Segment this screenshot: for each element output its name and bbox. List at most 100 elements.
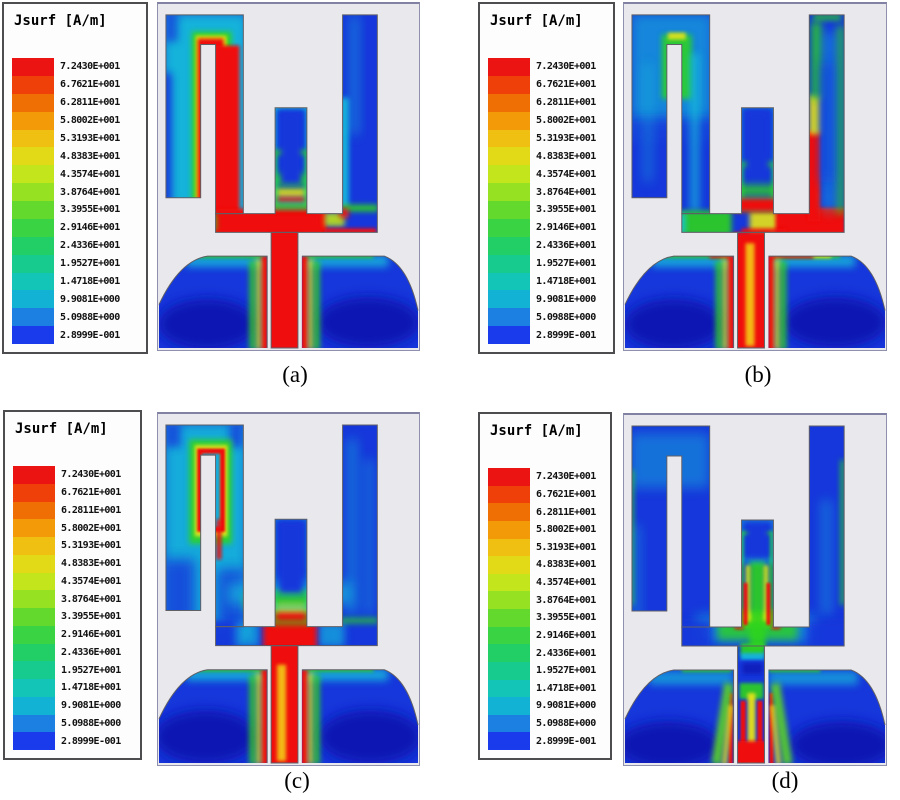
scale-value: 5.8002E+001 <box>536 115 596 127</box>
color-swatch <box>488 591 530 609</box>
scale-value: 3.3955E+001 <box>61 611 121 623</box>
subfigure-caption: (a) <box>282 362 308 387</box>
scale-value: 5.3193E+001 <box>60 132 120 144</box>
scale-value: 6.2811E+001 <box>536 506 596 518</box>
legend-row: 2.8999E-001 <box>488 326 609 344</box>
color-swatch <box>488 697 530 715</box>
legend-row: 6.7621E+001 <box>13 483 136 502</box>
color-swatch <box>488 201 530 219</box>
scale-value: 2.4336E+001 <box>536 647 596 659</box>
scale-value: 4.3574E+001 <box>536 577 596 589</box>
field-plot <box>623 413 887 766</box>
legend-row: 2.9146E+001 <box>13 625 136 644</box>
scale-value: 3.3955E+001 <box>60 204 120 216</box>
color-swatch <box>488 272 530 291</box>
scale-value: 2.8999E-001 <box>536 735 596 747</box>
legend-row: 3.3955E+001 <box>488 201 609 219</box>
color-swatch <box>488 644 530 662</box>
legend-row: 4.3574E+001 <box>488 573 606 592</box>
color-swatch <box>12 129 54 148</box>
color-swatch <box>13 643 55 662</box>
scale-value: 6.2811E+001 <box>61 504 121 516</box>
color-swatch <box>488 183 530 201</box>
legend-title: Jsurf [A/m] <box>14 13 107 29</box>
legend-row: 1.9527E+001 <box>12 254 142 273</box>
scale-value: 2.4336E+001 <box>536 240 596 252</box>
legend-scale: 7.2430E+001 6.7621E+001 6.2811E+001 5.80… <box>488 58 609 344</box>
color-swatch <box>13 519 55 537</box>
plot-outline <box>624 425 886 764</box>
legend-row: 5.0988E+000 <box>13 714 136 733</box>
color-swatch <box>488 326 530 344</box>
scale-value: 6.7621E+001 <box>60 79 120 91</box>
color-swatch <box>488 93 530 112</box>
scale-value: 4.3574E+001 <box>60 168 120 180</box>
current-density-map-b <box>624 14 886 349</box>
scale-value: 6.2811E+001 <box>536 97 596 109</box>
legend-row: 1.4718E+001 <box>488 272 609 291</box>
color-swatch <box>488 661 530 680</box>
legend-row: 5.0988E+000 <box>488 308 609 327</box>
legend-row: 6.7621E+001 <box>488 75 609 94</box>
scale-value: 2.9146E+001 <box>60 222 120 234</box>
color-swatch <box>12 147 54 166</box>
legend-row: 4.8383E+001 <box>488 556 606 574</box>
scale-value: 6.7621E+001 <box>536 488 596 500</box>
color-swatch <box>488 520 530 539</box>
scale-value: 3.8764E+001 <box>60 186 120 198</box>
legend-row: 7.2430E+001 <box>12 58 142 76</box>
scale-value: 9.9081E+000 <box>61 700 121 712</box>
color-swatch <box>12 183 54 201</box>
color-swatch <box>12 290 54 309</box>
color-swatch <box>488 538 530 557</box>
current-density-map-a <box>158 14 419 349</box>
scale-value: 7.2430E+001 <box>60 61 120 73</box>
scale-value: 6.7621E+001 <box>536 79 596 91</box>
scale-value: 2.9146E+001 <box>536 222 596 234</box>
legend-box: Jsurf [A/m] 7.2430E+001 6.7621E+001 6.28… <box>2 2 148 354</box>
scale-value: 9.9081E+000 <box>536 293 596 305</box>
legend-row: 4.8383E+001 <box>13 554 136 573</box>
scale-value: 1.4718E+001 <box>60 275 120 287</box>
legend-row: 6.7621E+001 <box>488 485 606 504</box>
color-swatch <box>13 554 55 573</box>
color-swatch <box>488 485 530 504</box>
color-swatch <box>488 111 530 130</box>
color-swatch <box>12 236 54 255</box>
scale-value: 5.3193E+001 <box>536 541 596 553</box>
current-density-map-c <box>158 424 419 764</box>
color-swatch <box>488 626 530 645</box>
scale-value: 9.9081E+000 <box>536 700 596 712</box>
scale-value: 1.4718E+001 <box>536 275 596 287</box>
legend-row: 2.9146E+001 <box>488 218 609 237</box>
color-swatch <box>488 714 530 733</box>
color-swatch <box>488 732 530 750</box>
scale-value: 6.2811E+001 <box>60 97 120 109</box>
color-swatch <box>488 218 530 237</box>
color-swatch <box>13 732 55 750</box>
color-swatch <box>488 679 530 698</box>
legend-row: 2.4336E+001 <box>13 643 136 662</box>
color-swatch <box>488 468 530 486</box>
legend-row: 9.9081E+000 <box>488 290 609 309</box>
field-plot <box>157 2 420 351</box>
color-swatch <box>12 308 54 327</box>
legend-row: 5.8002E+001 <box>488 111 609 130</box>
field-plot <box>623 2 887 351</box>
legend-row: 5.0988E+000 <box>488 714 606 733</box>
legend-row: 4.3574E+001 <box>13 572 136 591</box>
plot-outline <box>158 14 419 349</box>
legend-row: 3.3955E+001 <box>12 201 142 219</box>
color-swatch <box>12 75 54 94</box>
legend-row: 5.8002E+001 <box>12 111 142 130</box>
color-swatch <box>488 236 530 255</box>
legend-row: 4.8383E+001 <box>488 147 609 166</box>
legend-scale: 7.2430E+001 6.7621E+001 6.2811E+001 5.80… <box>12 58 142 344</box>
plot-outline <box>158 424 419 764</box>
scale-value: 6.7621E+001 <box>61 487 121 499</box>
legend-box: Jsurf [A/m] 7.2430E+001 6.7621E+001 6.28… <box>478 412 612 760</box>
scale-value: 1.9527E+001 <box>61 664 121 676</box>
color-swatch <box>13 625 55 644</box>
color-swatch <box>13 590 55 608</box>
